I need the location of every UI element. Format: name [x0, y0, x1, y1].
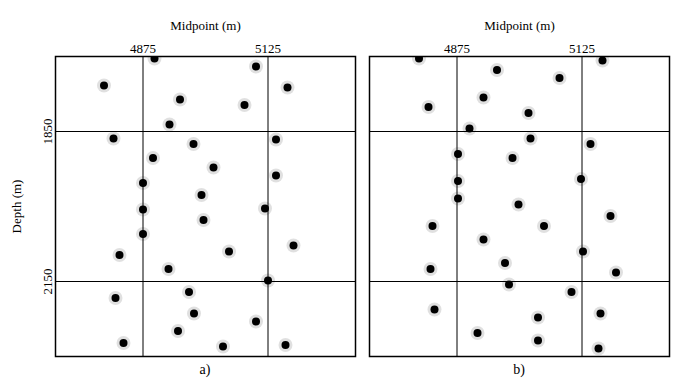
svg-text:2150: 2150	[40, 269, 55, 295]
svg-text:1850: 1850	[40, 119, 55, 145]
svg-text:Depth (m): Depth (m)	[9, 180, 24, 234]
svg-text:Midpoint (m): Midpoint (m)	[484, 18, 554, 33]
svg-text:5125: 5125	[255, 41, 281, 56]
svg-text:Midpoint (m): Midpoint (m)	[170, 18, 240, 33]
svg-text:4875: 4875	[130, 41, 156, 56]
html-text:b): b)	[513, 362, 525, 377]
svg-text:4875: 4875	[444, 41, 470, 56]
svg-text:5125: 5125	[569, 41, 595, 56]
html-text:a): a)	[199, 362, 211, 377]
